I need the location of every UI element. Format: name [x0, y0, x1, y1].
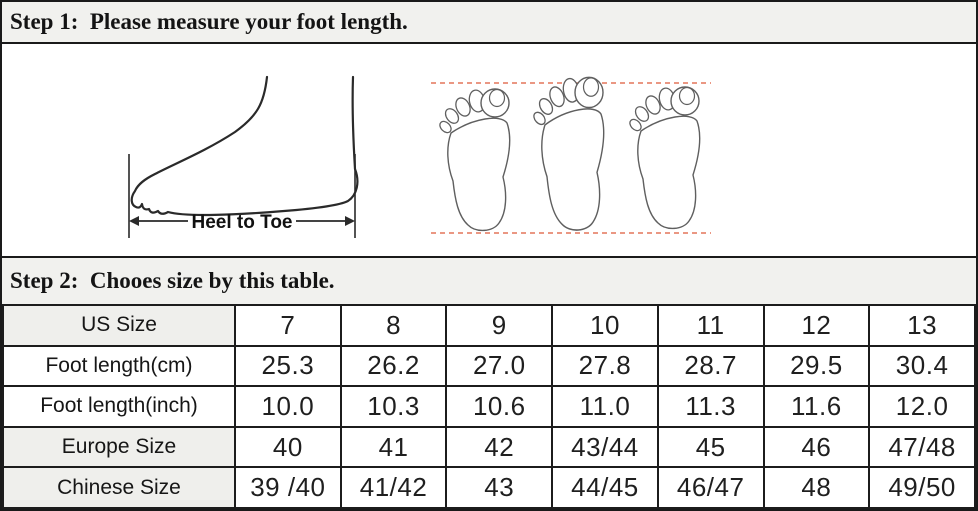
size-cell: 10.6 [445, 385, 554, 428]
row-label: Chinese Size [2, 466, 236, 509]
size-cell: 26.2 [339, 344, 448, 388]
size-cell: 46 [762, 425, 871, 469]
size-cell: 25.3 [234, 344, 342, 388]
table-row: Foot length(inch) 10.0 10.3 10.6 11.0 11.3 11.… [2, 385, 976, 428]
size-cell: 44/45 [551, 466, 659, 509]
size-cell: 27.0 [445, 344, 554, 388]
size-cell: 10.0 [234, 385, 342, 428]
footprint-2-icon [530, 76, 605, 231]
table-row: US Size 7 8 9 10 11 12 13 [2, 304, 976, 347]
step1-title: Step 1: Please measure your foot length. [10, 9, 408, 34]
table-row: Europe Size 40 41 42 43/44 45 46 47/48 [2, 425, 976, 469]
step2-title: Step 2: Chooes size by this table. [10, 268, 335, 293]
footprints-diagram [431, 76, 711, 234]
size-cell: 11 [656, 304, 765, 347]
size-cell: 27.8 [551, 344, 659, 388]
step1-header: Step 1: Please measure your foot length. [2, 2, 976, 44]
size-cell: 41 [339, 425, 448, 469]
size-table-body: US Size 7 8 9 10 11 12 13 Foot length(cm) 25.3 26.… [2, 304, 976, 509]
size-cell: 12 [762, 304, 871, 347]
side-foot-diagram: Heel to Toe [128, 75, 359, 238]
size-cell: 30.4 [868, 344, 976, 388]
size-cell: 48 [762, 466, 871, 509]
heel-to-toe-label: Heel to Toe [192, 212, 293, 233]
size-cell: 11.3 [656, 385, 765, 428]
arrowhead-left-icon [129, 216, 139, 226]
size-cell: 12.0 [868, 385, 976, 428]
size-cell: 40 [234, 425, 342, 469]
size-cell: 29.5 [762, 344, 871, 388]
size-cell: 8 [339, 304, 448, 347]
measurement-illustration: Heel to Toe [2, 44, 976, 258]
size-cell: 49/50 [868, 466, 976, 509]
size-cell: 43 [445, 466, 554, 509]
size-cell: 11.6 [762, 385, 871, 428]
size-cell: 46/47 [656, 466, 765, 509]
row-label: Europe Size [2, 425, 236, 469]
size-cell: 10 [551, 304, 659, 347]
row-label: Foot length(inch) [2, 385, 236, 428]
size-cell: 43/44 [551, 425, 659, 469]
footprint-3-icon [627, 85, 701, 230]
table-row: Chinese Size 39 /40 41/42 43 44/45 46/47 48 49/… [2, 466, 976, 509]
row-label: US Size [2, 304, 236, 347]
size-cell: 42 [445, 425, 554, 469]
footprint-1-icon [437, 87, 511, 232]
size-table: US Size 7 8 9 10 11 12 13 Foot length(cm) 25.3 26.… [2, 304, 976, 509]
size-cell: 13 [868, 304, 976, 347]
size-cell: 11.0 [551, 385, 659, 428]
arrowhead-right-icon [345, 216, 355, 226]
size-cell: 45 [656, 425, 765, 469]
size-cell: 28.7 [656, 344, 765, 388]
size-cell: 7 [234, 304, 342, 347]
size-cell: 10.3 [339, 385, 448, 428]
table-row: Foot length(cm) 25.3 26.2 27.0 27.8 28.7 29.5 3… [2, 344, 976, 388]
size-cell: 41/42 [339, 466, 448, 509]
row-label: Foot length(cm) [2, 344, 236, 388]
side-foot-outline-icon [130, 75, 359, 217]
size-cell: 39 /40 [234, 466, 342, 509]
size-cell: 47/48 [868, 425, 976, 469]
size-cell: 9 [445, 304, 554, 347]
step2-header: Step 2: Chooes size by this table. [2, 258, 976, 304]
